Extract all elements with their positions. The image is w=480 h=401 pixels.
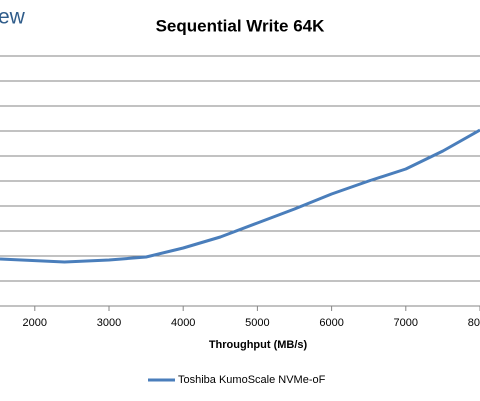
x-axis-label: Throughput (MB/s): [209, 339, 308, 351]
logo-text: ew: [0, 6, 26, 29]
x-tick-label: 8000: [468, 317, 480, 329]
x-tick-label: 3000: [97, 317, 121, 329]
x-tick-label: 2000: [23, 317, 47, 329]
legend-label: Toshiba KumoScale NVMe-oF: [178, 374, 326, 386]
data-line: [0, 128, 480, 264]
x-tick-label: 4000: [171, 317, 195, 329]
chart-title: Sequential Write 64K: [156, 16, 326, 35]
x-tick-label: 6000: [319, 317, 343, 329]
x-tick-label: 5000: [245, 317, 269, 329]
x-tick-label: 7000: [394, 317, 418, 329]
